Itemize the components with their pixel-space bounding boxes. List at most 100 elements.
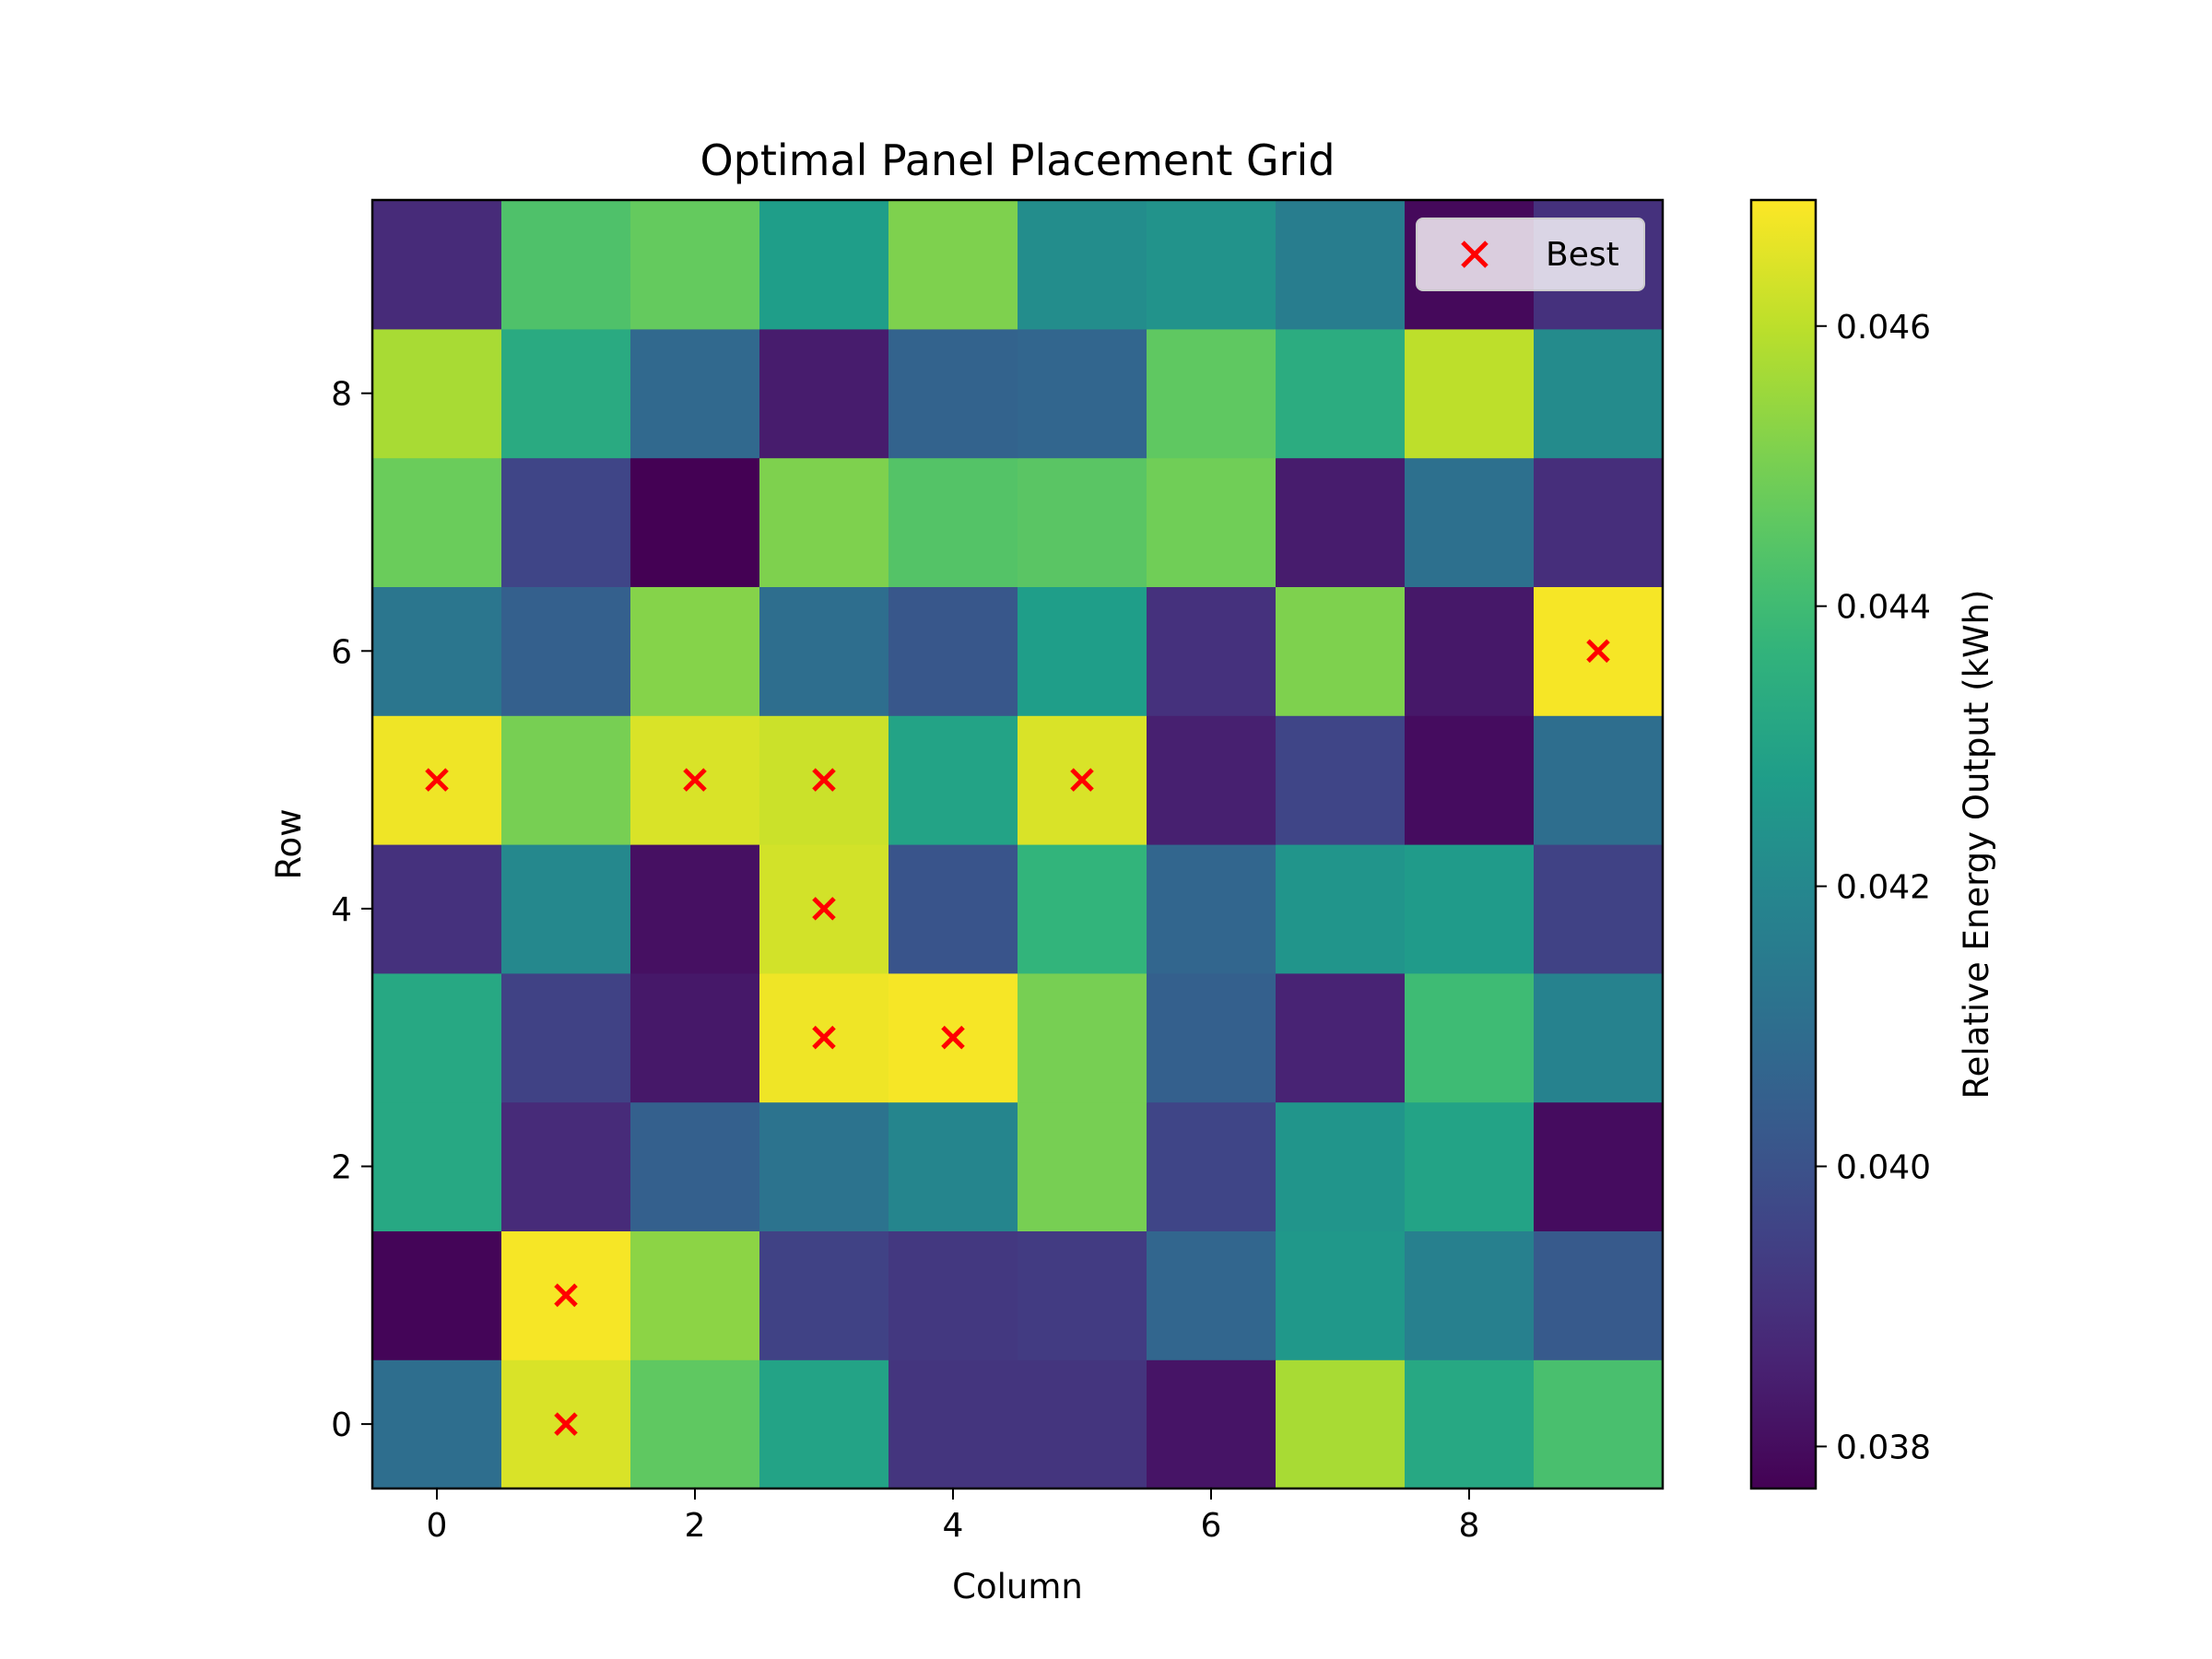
heatmap-cell-r7-c2 xyxy=(630,457,760,587)
heatmap-cell-r2-c3 xyxy=(759,1101,889,1231)
heatmap-cell-r2-c6 xyxy=(1147,1101,1277,1231)
heatmap-cell-r0-c2 xyxy=(630,1359,760,1489)
x-tick-label: 8 xyxy=(1459,1507,1480,1545)
x-tick-label: 2 xyxy=(685,1507,706,1545)
heatmap-cell-r1-c7 xyxy=(1276,1230,1406,1360)
heatmap-cell-r1-c9 xyxy=(1534,1230,1664,1360)
legend-x-glyph xyxy=(1461,241,1488,268)
heatmap-cell-r1-c0 xyxy=(372,1230,502,1360)
y-tick-label: 2 xyxy=(331,1149,352,1187)
heatmap-cell-r4-c9 xyxy=(1534,844,1664,974)
y-tick-label: 0 xyxy=(331,1406,352,1444)
heatmap-cell-r4-c6 xyxy=(1147,844,1277,974)
best-marker-c9-r6 xyxy=(1586,639,1610,664)
heatmap-cell-r1-c5 xyxy=(1018,1230,1147,1360)
heatmap-cell-r7-c6 xyxy=(1147,457,1277,587)
best-marker-c3-r3 xyxy=(812,1025,836,1050)
heatmap-cell-r1-c4 xyxy=(888,1230,1018,1360)
heatmap-cell-r2-c1 xyxy=(501,1101,631,1231)
heatmap-cell-r6-c0 xyxy=(372,586,502,716)
heatmap-cell-r7-c0 xyxy=(372,457,502,587)
best-marker-c5-r5 xyxy=(1070,768,1094,792)
heatmap-cell-r6-c4 xyxy=(888,586,1018,716)
heatmap-cell-r4-c8 xyxy=(1405,844,1535,974)
x-axis: 0 2 4 6 8 xyxy=(427,1488,1480,1545)
heatmap-cell-r3-c8 xyxy=(1405,972,1535,1103)
heatmap-cell-r6-c5 xyxy=(1018,586,1147,716)
heatmap-cell-r7-c9 xyxy=(1534,457,1664,587)
heatmap-cell-r2-c4 xyxy=(888,1101,1018,1231)
heatmap-cell-r8-c0 xyxy=(372,328,502,459)
heatmap-cell-r4-c5 xyxy=(1018,844,1147,974)
best-marker-c1-r1 xyxy=(554,1283,578,1308)
heatmap-cell-r7-c3 xyxy=(759,457,889,587)
heatmap-cell-r5-c8 xyxy=(1405,715,1535,845)
heatmap-cell-r4-c4 xyxy=(888,844,1018,974)
y-axis-label: Row xyxy=(269,809,309,880)
y-tick-label: 8 xyxy=(331,376,352,414)
y-tick-label: 4 xyxy=(331,891,352,929)
heatmap-cell-r0-c5 xyxy=(1018,1359,1147,1489)
y-axis: 0 2 4 6 8 xyxy=(331,376,372,1444)
heatmap-cell-r2-c9 xyxy=(1534,1101,1664,1231)
heatmap-cell-r8-c3 xyxy=(759,328,889,459)
heatmap-cell-r6-c7 xyxy=(1276,586,1406,716)
heatmap-cell-r4-c7 xyxy=(1276,844,1406,974)
heatmap-cells xyxy=(372,200,1664,1489)
heatmap-cell-r0-c6 xyxy=(1147,1359,1277,1489)
heatmap-cell-r2-c7 xyxy=(1276,1101,1406,1231)
heatmap-cell-r9-c7 xyxy=(1276,200,1406,330)
heatmap-cell-r8-c8 xyxy=(1405,328,1535,459)
heatmap-cell-r5-c7 xyxy=(1276,715,1406,845)
heatmap-cell-r6-c6 xyxy=(1147,586,1277,716)
heatmap-cell-r1-c8 xyxy=(1405,1230,1535,1360)
heatmap-cell-r0-c4 xyxy=(888,1359,1018,1489)
heatmap-cell-r3-c0 xyxy=(372,972,502,1103)
heatmap-cell-r6-c8 xyxy=(1405,586,1535,716)
heatmap-cell-r3-c6 xyxy=(1147,972,1277,1103)
heatmap-cell-r3-c1 xyxy=(501,972,631,1103)
best-markers xyxy=(425,639,1610,1436)
heatmap-cell-r3-c5 xyxy=(1018,972,1147,1103)
y-tick-label: 6 xyxy=(331,633,352,671)
colorbar-label: Relative Energy Output (kWh) xyxy=(1957,590,1996,1100)
heatmap-cell-r0-c0 xyxy=(372,1359,502,1489)
legend-box xyxy=(1416,218,1645,291)
heatmap-cell-r0-c9 xyxy=(1534,1359,1664,1489)
heatmap-cell-r6-c1 xyxy=(501,586,631,716)
heatmap-cell-r7-c4 xyxy=(888,457,1018,587)
heatmap-cell-r0-c3 xyxy=(759,1359,889,1489)
heatmap-cell-r3-c2 xyxy=(630,972,760,1103)
chart-title: Optimal Panel Placement Grid xyxy=(700,135,1335,185)
x-tick-label: 0 xyxy=(427,1507,448,1545)
heatmap-cell-r8-c4 xyxy=(888,328,1018,459)
x-tick-label: 4 xyxy=(943,1507,964,1545)
heatmap-cell-r9-c5 xyxy=(1018,200,1147,330)
heatmap-cell-r5-c9 xyxy=(1534,715,1664,845)
plot-frame xyxy=(371,198,1665,1490)
best-marker-c0-r5 xyxy=(425,768,449,792)
heatmap-cell-r8-c6 xyxy=(1147,328,1277,459)
colorbar-tick-label: 0.046 xyxy=(1836,309,1931,347)
legend-marker-x-icon xyxy=(1461,241,1488,268)
heatmap-cell-r2-c2 xyxy=(630,1101,760,1231)
heatmap-cell-r1-c6 xyxy=(1147,1230,1277,1360)
heatmap-cell-r1-c2 xyxy=(630,1230,760,1360)
best-marker-c3-r5 xyxy=(812,768,836,792)
best-marker-c4-r3 xyxy=(941,1025,965,1050)
heatmap-cell-r3-c9 xyxy=(1534,972,1664,1103)
heatmap-cell-r6-c3 xyxy=(759,586,889,716)
heatmap-cell-r7-c7 xyxy=(1276,457,1406,587)
heatmap-cell-r8-c1 xyxy=(501,328,631,459)
heatmap-cell-r7-c1 xyxy=(501,457,631,587)
heatmap-cell-r2-c0 xyxy=(372,1101,502,1231)
heatmap-cell-r4-c0 xyxy=(372,844,502,974)
heatmap-cell-r2-c5 xyxy=(1018,1101,1147,1231)
legend: Best xyxy=(1416,218,1645,291)
best-marker-c3-r4 xyxy=(812,897,836,921)
colorbar-ticks: 0.038 0.040 0.042 0.044 0.046 xyxy=(1816,309,1931,1466)
heatmap-cell-r4-c1 xyxy=(501,844,631,974)
heatmap-cell-r8-c5 xyxy=(1018,328,1147,459)
heatmap-cell-r9-c0 xyxy=(372,200,502,330)
